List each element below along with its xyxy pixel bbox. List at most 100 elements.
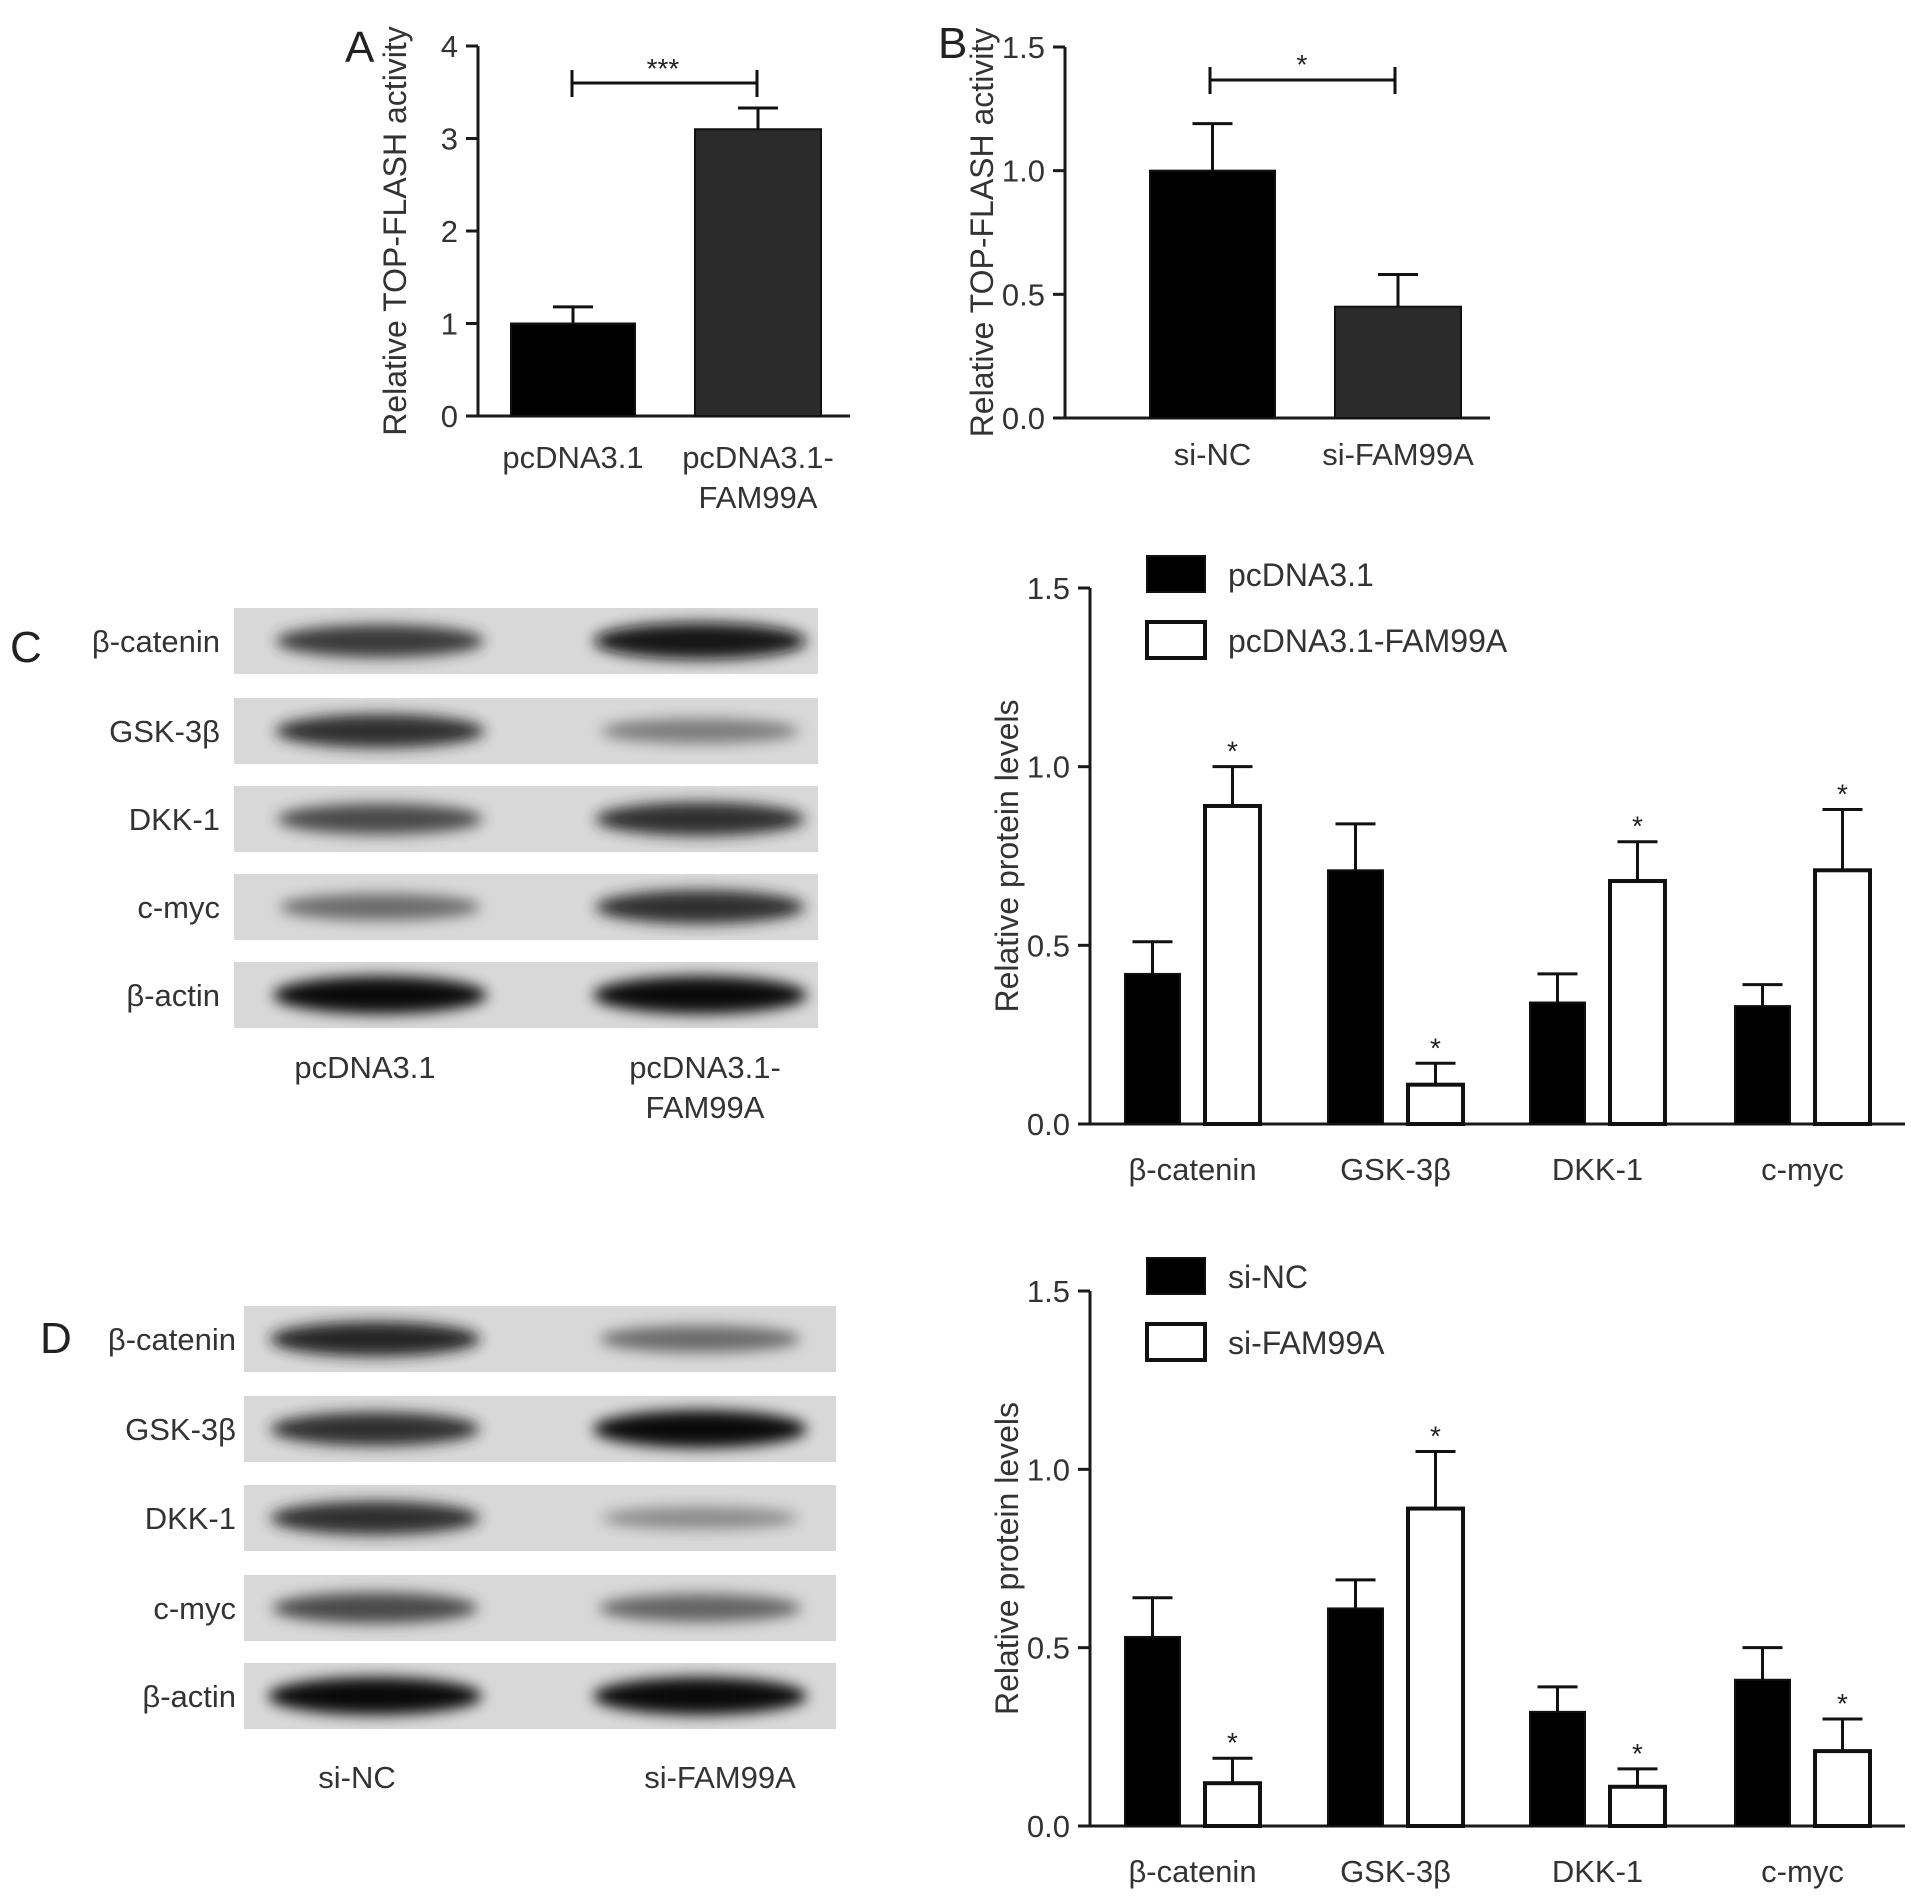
chart-d-x-tick-label: GSK-3β — [1340, 1854, 1451, 1889]
chart-d-y-tick-label: 1.5 — [1027, 1274, 1070, 1309]
chart-d-series1-bar — [1327, 1607, 1384, 1828]
blot-d-band — [602, 1506, 798, 1530]
chart-c-series2-bar — [1203, 803, 1262, 1126]
chart-b-sig-star: * — [1297, 49, 1308, 80]
chart-c-y-tick-label: 1.5 — [1027, 571, 1070, 606]
blot-c-band — [595, 802, 805, 836]
blot-c-band — [593, 976, 807, 1014]
panel-letter-c: C — [10, 623, 42, 672]
blot-d-band — [270, 1412, 480, 1446]
chart-c-x-tick-label: DKK-1 — [1552, 1152, 1643, 1187]
chart-a-bar — [510, 322, 636, 417]
chart-c-series1-bar — [1124, 972, 1181, 1125]
blot-d-row-label: DKK-1 — [145, 1501, 236, 1536]
blot-d-row-label: c-myc — [153, 1591, 236, 1626]
blot-d-band — [269, 1321, 481, 1357]
chart-c-y-tick-label: 0.5 — [1027, 928, 1070, 963]
blot-c-lane-label-2b: FAM99A — [646, 1090, 765, 1125]
chart-c-sig-star: * — [1837, 779, 1848, 810]
chart-c-series2-bar — [1406, 1082, 1465, 1127]
chart-b-y-axis-title: Relative TOP-FLASH activity — [964, 28, 1000, 438]
chart-d-series1-bar — [1529, 1710, 1586, 1828]
chart-c-series1-bar — [1734, 1005, 1791, 1126]
chart-a-y-tick-label: 2 — [441, 214, 458, 249]
chart-a-x-tick-label: FAM99A — [699, 480, 818, 515]
chart-a-bar — [694, 128, 822, 417]
blot-d-band — [599, 1594, 801, 1622]
blot-c-band — [276, 624, 484, 658]
blot-c-band — [275, 714, 485, 748]
chart-d-y-tick-label: 0.0 — [1027, 1809, 1070, 1844]
western-blot-d: β-catenin GSK-3β DKK-1 c-myc β-actin — [108, 1306, 836, 1729]
blot-c-row-label: c-myc — [137, 890, 220, 925]
chart-b-bar — [1149, 169, 1276, 419]
chart-d-x-tick-label: c-myc — [1761, 1854, 1844, 1889]
chart-c-y-tick-label: 1.0 — [1027, 750, 1070, 785]
chart-b-y-tick-label: 1.5 — [1002, 30, 1045, 65]
chart-a-y-tick-label: 0 — [441, 399, 458, 434]
chart-d-y-tick-label: 0.5 — [1027, 1631, 1070, 1666]
chart-c-legend-swatch — [1145, 620, 1207, 660]
blot-c-row-label: β-actin — [126, 978, 220, 1013]
blot-c-band — [593, 622, 807, 660]
blot-d-band — [593, 1677, 807, 1715]
chart-c-legend-swatch — [1146, 555, 1206, 593]
chart-b-y-tick-label: 1.0 — [1002, 154, 1045, 189]
chart-panel-d: 0.0 0.5 1.0 1.5 Relative protein levels * β-ca… — [989, 1257, 1905, 1889]
chart-c-y-tick-label: 0.0 — [1027, 1107, 1070, 1142]
chart-b-y-tick-label: 0.5 — [1002, 277, 1045, 312]
chart-d-series2-bar — [1608, 1784, 1667, 1829]
chart-c-series2-bar — [1608, 879, 1667, 1126]
chart-c-y-axis-title: Relative protein levels — [989, 699, 1025, 1012]
chart-d-series1-bar — [1124, 1635, 1181, 1828]
blot-d-row-label: β-catenin — [108, 1322, 236, 1357]
blot-c-band — [600, 718, 800, 744]
chart-c-series1-bar — [1529, 1001, 1586, 1125]
chart-d-x-tick-label: DKK-1 — [1552, 1854, 1643, 1889]
chart-a-sig-stars: *** — [647, 53, 680, 84]
chart-c-sig-star: * — [1430, 1032, 1441, 1063]
chart-c-series2-bar — [1813, 868, 1872, 1126]
blot-d-band — [593, 1410, 807, 1448]
blot-c-band — [273, 976, 487, 1014]
chart-a-x-tick-label: pcDNA3.1- — [682, 440, 834, 475]
chart-c-x-tick-label: GSK-3β — [1340, 1152, 1451, 1187]
chart-b-y-tick-label: 0.0 — [1002, 401, 1045, 436]
chart-d-y-axis-title: Relative protein levels — [989, 1402, 1025, 1715]
chart-a-y-tick-label: 3 — [441, 122, 458, 157]
chart-d-y-tick-label: 1.0 — [1027, 1452, 1070, 1487]
chart-panel-a: 0 1 2 3 4 Relative TOP-FLASH activity pcDNA3.1… — [377, 26, 850, 515]
blot-c-row-label: GSK-3β — [109, 714, 220, 749]
chart-d-series2-bar — [1813, 1749, 1872, 1828]
blot-d-lane-label-1: si-NC — [318, 1760, 396, 1795]
chart-a-y-tick-label: 4 — [441, 29, 458, 64]
blot-d-band — [599, 1325, 801, 1353]
blot-d-row-label: β-actin — [142, 1679, 236, 1714]
chart-d-sig-star: * — [1430, 1421, 1441, 1452]
chart-c-sig-star: * — [1632, 811, 1643, 842]
chart-d-series1-bar — [1734, 1678, 1791, 1828]
chart-d-sig-star: * — [1632, 1738, 1643, 1769]
blot-c-band — [279, 893, 481, 921]
blot-d-row-label: GSK-3β — [125, 1412, 236, 1447]
chart-d-sig-star: * — [1227, 1727, 1238, 1758]
blot-d-band — [268, 1677, 482, 1715]
chart-c-series1-bar — [1327, 869, 1384, 1125]
chart-c-legend-label: pcDNA3.1-FAM99A — [1228, 623, 1508, 659]
chart-d-sig-star: * — [1837, 1688, 1848, 1719]
chart-c-x-tick-label: c-myc — [1761, 1152, 1844, 1187]
blot-d-band — [272, 1592, 478, 1624]
chart-b-bar — [1334, 305, 1462, 420]
chart-d-x-tick-label: β-catenin — [1128, 1854, 1256, 1889]
chart-d-series2-bar — [1203, 1781, 1262, 1828]
blot-d-band — [270, 1501, 480, 1535]
chart-d-legend-swatch — [1145, 1322, 1207, 1362]
chart-panel-c: 0.0 0.5 1.0 1.5 Relative protein levels * β-ca… — [989, 555, 1905, 1187]
chart-d-series2-bar — [1406, 1506, 1465, 1828]
blot-c-lane-label-1: pcDNA3.1 — [294, 1050, 435, 1085]
chart-c-legend-label: pcDNA3.1 — [1228, 557, 1374, 593]
panel-letter-b: B — [938, 19, 967, 68]
blot-c-row-label: β-catenin — [92, 624, 220, 659]
